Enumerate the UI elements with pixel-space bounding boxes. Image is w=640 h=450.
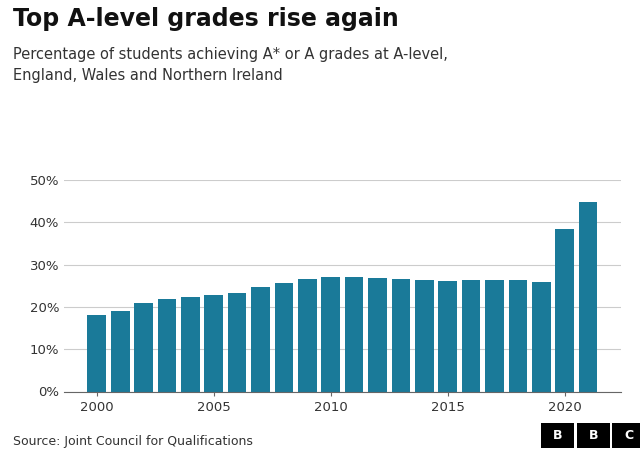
Bar <box>157 299 176 392</box>
Bar <box>298 279 317 392</box>
Bar <box>579 202 597 392</box>
Bar <box>275 283 293 392</box>
Bar <box>251 288 270 392</box>
Bar <box>509 280 527 392</box>
Bar <box>368 278 387 392</box>
Text: Top A-level grades rise again: Top A-level grades rise again <box>13 7 399 31</box>
Bar <box>228 293 246 392</box>
Bar <box>134 303 153 392</box>
Bar <box>321 277 340 392</box>
Bar <box>415 280 434 392</box>
Text: Source: Joint Council for Qualifications: Source: Joint Council for Qualifications <box>13 435 253 448</box>
Bar <box>88 315 106 392</box>
Bar <box>556 229 574 392</box>
Bar <box>461 280 481 392</box>
Bar <box>181 297 200 392</box>
Bar <box>111 311 129 392</box>
Bar <box>345 277 364 392</box>
Bar <box>392 279 410 392</box>
Bar <box>204 295 223 392</box>
Text: Percentage of students achieving A* or A grades at A-level,
England, Wales and N: Percentage of students achieving A* or A… <box>13 47 447 83</box>
Text: C: C <box>625 429 634 442</box>
Text: B: B <box>589 429 598 442</box>
Bar <box>438 281 457 392</box>
Bar <box>485 280 504 392</box>
Bar <box>532 282 550 392</box>
Text: B: B <box>553 429 562 442</box>
